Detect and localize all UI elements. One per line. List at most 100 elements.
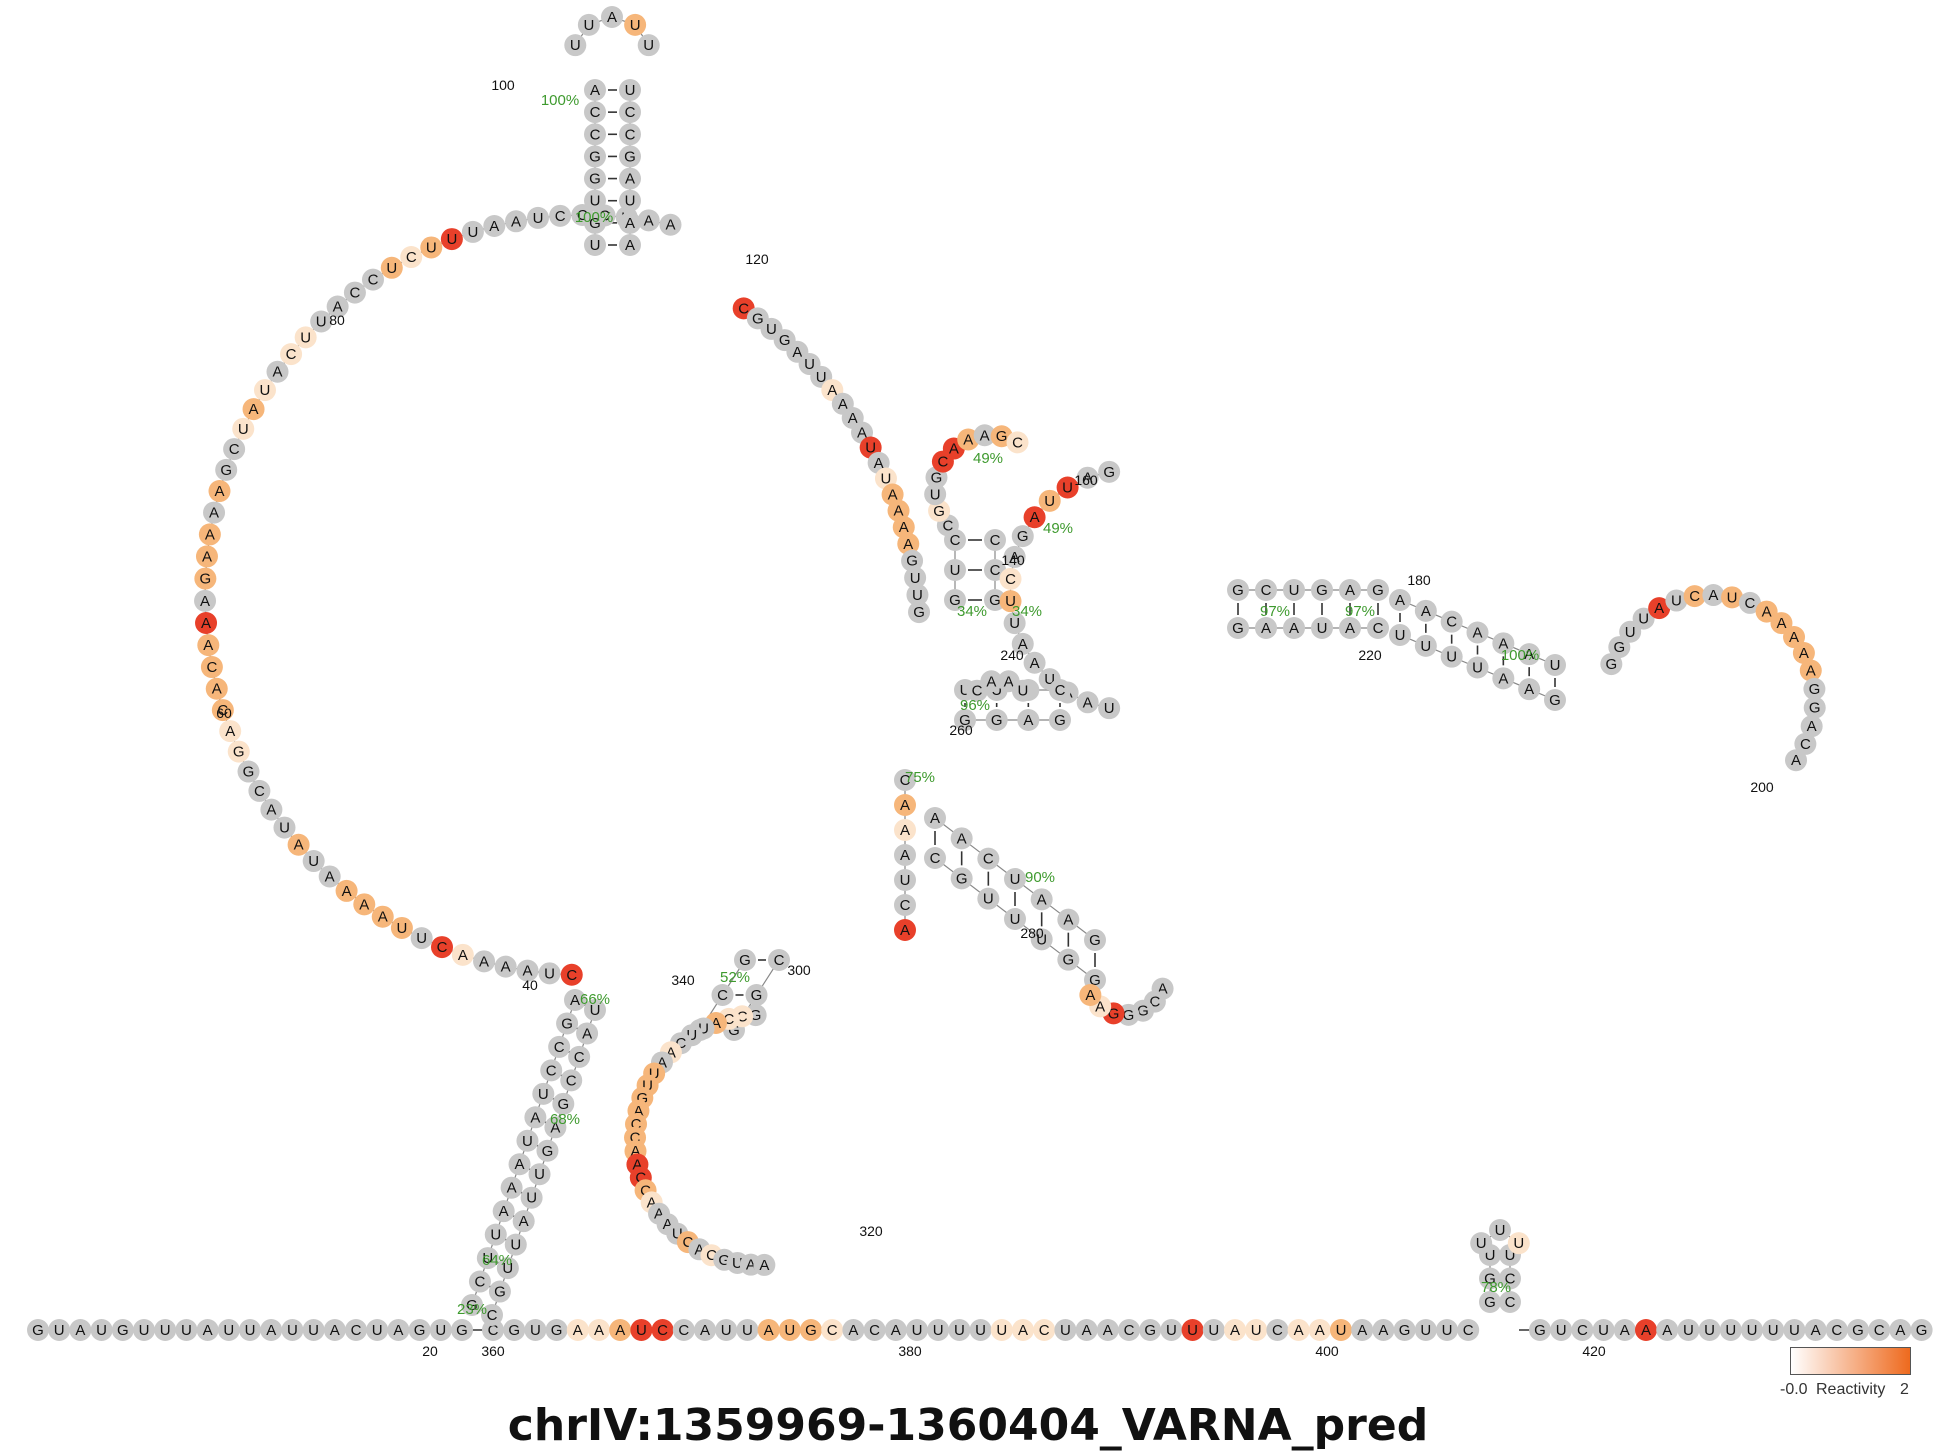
svg-text:A: A xyxy=(203,637,213,654)
svg-text:U: U xyxy=(534,1166,545,1183)
multiloop-nucleotide: C xyxy=(280,343,302,365)
position-label: 100 xyxy=(491,77,515,93)
svg-text:G: G xyxy=(1316,582,1328,599)
lower-right-stem-nucleotide: C xyxy=(924,847,946,869)
svg-text:A: A xyxy=(1807,718,1817,735)
svg-text:U: U xyxy=(181,1322,192,1339)
bottom-sequence-nucleotide: U xyxy=(970,1319,992,1341)
percentage-label: 100% xyxy=(541,92,579,109)
bottom-sequence-nucleotide: A xyxy=(567,1319,589,1341)
svg-text:C: C xyxy=(1039,1322,1050,1339)
position-label: 40 xyxy=(522,977,538,993)
svg-text:G: G xyxy=(1232,582,1244,599)
svg-text:G: G xyxy=(589,148,601,165)
bottom-sequence-nucleotide: A xyxy=(1805,1319,1827,1341)
svg-text:C: C xyxy=(1874,1322,1885,1339)
percentage-label: 78% xyxy=(1481,1279,1511,1296)
svg-text:U: U xyxy=(1472,660,1483,677)
svg-text:U: U xyxy=(1062,480,1073,497)
big-loop-nucleotide: C xyxy=(1000,568,1022,590)
svg-text:U: U xyxy=(308,853,319,870)
svg-text:G: G xyxy=(1809,681,1821,698)
svg-text:A: A xyxy=(1789,629,1799,646)
svg-text:U: U xyxy=(1208,1322,1219,1339)
svg-text:G: G xyxy=(1809,700,1821,717)
five-prime-stem-nucleotide: A xyxy=(493,1200,515,1222)
bottom-sequence-nucleotide: G xyxy=(451,1319,473,1341)
svg-text:A: A xyxy=(266,1322,276,1339)
right-stem-nucleotide: G xyxy=(1311,579,1333,601)
position-label: 420 xyxy=(1582,1343,1606,1359)
multiloop-nucleotide: A xyxy=(372,906,394,928)
top-stem-nucleotide: C xyxy=(584,123,606,145)
position-label: 400 xyxy=(1315,1343,1339,1359)
position-label: 320 xyxy=(859,1223,883,1239)
svg-text:C: C xyxy=(368,272,379,289)
multiloop-nucleotide: A xyxy=(659,214,681,236)
far-right-loop-nucleotide: G xyxy=(1804,697,1826,719)
svg-text:C: C xyxy=(1373,620,1384,637)
bottom-sequence-nucleotide: U xyxy=(218,1319,240,1341)
svg-text:G: G xyxy=(508,1322,520,1339)
lower-right-stem-nucleotide: A xyxy=(951,827,973,849)
svg-text:C: C xyxy=(717,987,728,1004)
percentage-label: 34% xyxy=(1012,603,1042,620)
far-right-stem-nucleotide: A xyxy=(1492,667,1514,689)
svg-text:U: U xyxy=(1550,657,1561,674)
svg-text:C: C xyxy=(1505,1294,1516,1311)
svg-text:A: A xyxy=(515,1156,525,1173)
position-label: 360 xyxy=(481,1343,505,1359)
top-stem-nucleotide: A xyxy=(619,212,641,234)
top-stem-nucleotide: G xyxy=(619,145,641,167)
svg-text:U: U xyxy=(1513,1235,1524,1252)
svg-text:A: A xyxy=(1799,645,1809,662)
multiloop-nucleotide: A xyxy=(260,799,282,821)
svg-text:U: U xyxy=(446,231,457,248)
svg-text:U: U xyxy=(1747,1322,1758,1339)
svg-text:U: U xyxy=(426,239,437,256)
bottom-sequence-nucleotide: U xyxy=(281,1319,303,1341)
svg-text:C: C xyxy=(1745,595,1756,612)
svg-text:U: U xyxy=(1789,1322,1800,1339)
small-stem-nucleotide: G xyxy=(1049,709,1071,731)
svg-text:U: U xyxy=(544,965,555,982)
right-stem-nucleotide: C xyxy=(1255,579,1277,601)
svg-text:C: C xyxy=(1689,588,1700,605)
svg-text:U: U xyxy=(1251,1322,1262,1339)
svg-text:A: A xyxy=(479,953,489,970)
position-label: 140 xyxy=(1001,552,1025,568)
svg-text:A: A xyxy=(1895,1322,1905,1339)
svg-text:U: U xyxy=(742,1322,753,1339)
multiloop-nucleotide: A xyxy=(319,865,341,887)
bottom-sequence-nucleotide: C xyxy=(1571,1319,1593,1341)
svg-text:C: C xyxy=(590,126,601,143)
svg-text:C: C xyxy=(678,1322,689,1339)
multiloop-nucleotide: A xyxy=(194,590,216,612)
bottom-sequence-nucleotide: U xyxy=(927,1319,949,1341)
svg-text:G: G xyxy=(220,462,232,479)
bottom-sequence-nucleotide: C xyxy=(1826,1319,1848,1341)
multiloop-nucleotide: C xyxy=(400,246,422,268)
bottom-sequence-nucleotide: C xyxy=(1033,1319,1055,1341)
svg-text:G: G xyxy=(805,1322,817,1339)
svg-text:C: C xyxy=(351,1322,362,1339)
small-loop-nucleotide: U xyxy=(1012,680,1034,702)
top-stem-nucleotide: A xyxy=(619,168,641,190)
far-right-stem-nucleotide: U xyxy=(1389,624,1411,646)
svg-text:U: U xyxy=(530,1322,541,1339)
svg-text:A: A xyxy=(1082,1322,1092,1339)
right-stem-nucleotide: A xyxy=(1283,617,1305,639)
svg-text:A: A xyxy=(625,215,635,232)
svg-text:U: U xyxy=(933,1322,944,1339)
multiloop-nucleotide: A xyxy=(452,944,474,966)
svg-text:G: G xyxy=(989,592,1001,609)
svg-text:U: U xyxy=(316,313,327,330)
svg-text:G: G xyxy=(1062,952,1074,969)
svg-text:G: G xyxy=(414,1322,426,1339)
svg-text:A: A xyxy=(1357,1322,1367,1339)
bottom-sequence-nucleotide: A xyxy=(609,1319,631,1341)
svg-text:A: A xyxy=(378,909,388,926)
bottom-sequence-nucleotide: A xyxy=(1097,1319,1119,1341)
bottom-sequence-nucleotide: G xyxy=(409,1319,431,1341)
svg-text:G: G xyxy=(913,604,925,621)
